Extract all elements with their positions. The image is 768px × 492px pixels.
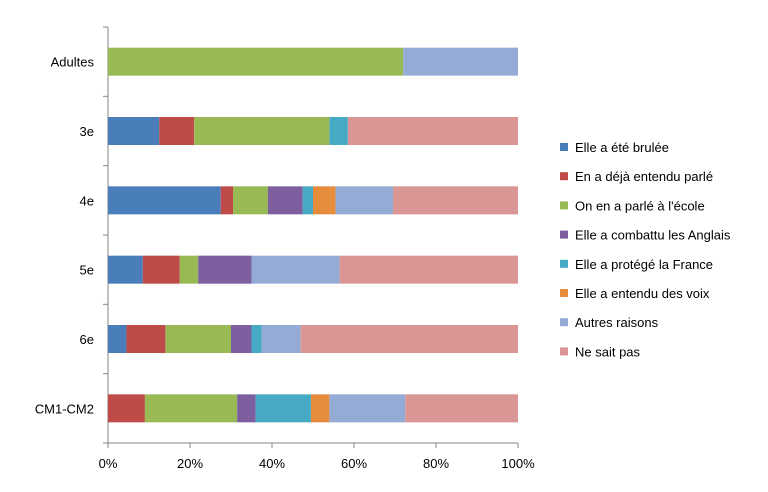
bar-segment [405,394,518,423]
bar-segment [313,186,336,215]
x-tick-label: 60% [341,456,367,471]
x-tick-label: 100% [501,456,535,471]
bar-segment [126,325,166,353]
legend-label: Elle a combattu les Anglais [575,228,731,243]
bar-segment [108,255,143,284]
bar-segment [335,186,393,215]
bar-segment [329,394,406,423]
legend-label: On en a parlé à l'école [575,198,705,213]
x-tick-label: 0% [99,456,118,471]
bar-segment [233,186,268,215]
bar-segment [108,47,404,76]
bar-segment [347,117,518,145]
category-label: 3e [80,124,94,139]
bar-segment [198,255,252,284]
bar-segment [108,394,145,423]
bar-segment [142,255,180,284]
bar-segment [261,325,301,353]
category-label: 4e [80,193,94,208]
x-tick-label: 40% [259,456,285,471]
bar-segment [108,325,127,353]
x-tick-label: 20% [177,456,203,471]
bar-segment [339,255,518,284]
x-tick-label: 80% [423,456,449,471]
legend-label: En a déjà entendu parlé [575,169,713,184]
bar-segment [165,325,231,353]
legend-label: Elle a été brulée [575,140,669,155]
bar-segment [237,394,256,423]
bar-segment [194,117,330,145]
legend-swatch [560,230,568,239]
bar-segment [403,47,518,76]
bar-segment [251,325,262,353]
bar-segment [144,394,238,423]
legend-label: Elle a entendu des voix [575,286,710,301]
bar-segment [267,186,303,215]
bar-segment [302,186,313,215]
bar-segment [300,325,518,353]
category-label: CM1-CM2 [35,401,94,416]
bar-segment [159,117,195,145]
bar-segment [255,394,311,423]
bar-segment [392,186,518,215]
bar-segment [310,394,330,423]
legend-swatch [560,172,568,181]
bar-segment [231,325,252,353]
legend-swatch [560,318,568,327]
category-label: Adultes [51,55,95,70]
bar-segment [108,117,160,145]
bar-segment [220,186,234,215]
legend-label: Ne sait pas [575,344,641,359]
legend-swatch [560,289,568,297]
legend-swatch [560,259,568,268]
plot-area: 0% 20% 40% 60% 80% 100% Adultes 3e 4e 5e 6e CM1-CM2 [35,26,535,471]
bar-segment [329,117,348,145]
bar-segment [251,255,340,284]
legend-label: Autres raisons [575,315,659,330]
category-label: 5e [80,263,94,278]
legend: Elle a été brulée En a déjà entendu parlé… [560,140,731,359]
category-label: 6e [80,332,94,347]
bar-segment [108,186,221,215]
legend-swatch [560,347,568,356]
legend-swatch [560,143,568,151]
legend-label: Elle a protégé la France [575,257,713,272]
legend-swatch [560,201,568,210]
bar-segment [179,255,199,284]
